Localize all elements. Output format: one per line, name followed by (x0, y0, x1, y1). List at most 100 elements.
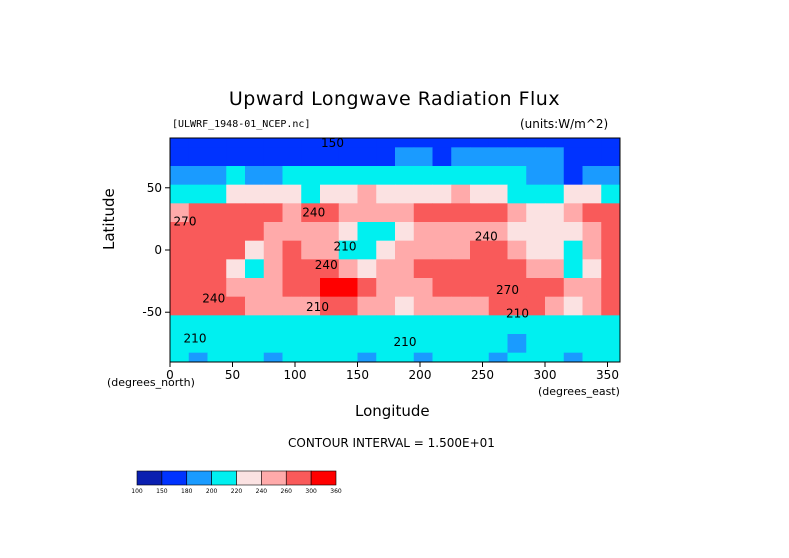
heatmap-cell (582, 184, 602, 204)
x-tick-label: 150 (346, 368, 369, 382)
heatmap-cell (582, 296, 602, 316)
heatmap-cell (226, 184, 246, 204)
heatmap-cell (338, 138, 358, 148)
colorbar-tick-label: 240 (256, 488, 268, 495)
heatmap-cell (188, 296, 208, 316)
heatmap-cell (526, 138, 546, 148)
heatmap-cell (507, 240, 527, 260)
x-tick-label: 250 (471, 368, 494, 382)
x-unit-note: (degrees_east) (538, 385, 620, 398)
heatmap-cell (245, 352, 265, 363)
heatmap-cell (563, 147, 583, 167)
heatmap-cell (357, 203, 377, 223)
heatmap-cell (507, 222, 527, 242)
heatmap-cell (526, 259, 546, 279)
heatmap-cell (395, 138, 415, 148)
heatmap-cell (545, 296, 565, 316)
heatmap-cell (413, 222, 433, 242)
heatmap-cell (263, 334, 283, 354)
heatmap-cell (395, 240, 415, 260)
heatmap-cell (563, 184, 583, 204)
heatmap-cell (338, 240, 358, 260)
heatmap-cell (226, 166, 246, 186)
heatmap-cell (470, 296, 490, 316)
heatmap-cell (245, 184, 265, 204)
heatmap-cell (526, 240, 546, 260)
heatmap-cell (470, 203, 490, 223)
heatmap-cell (301, 147, 321, 167)
heatmap-cell (601, 166, 621, 186)
heatmap-cell (395, 184, 415, 204)
heatmap-cell (320, 334, 340, 354)
heatmap-cell (301, 352, 321, 363)
heatmap-cell (188, 278, 208, 298)
heatmap-cell (188, 259, 208, 279)
heatmap-cell (301, 278, 321, 298)
contour-label: 210 (306, 300, 329, 314)
heatmap-cell (357, 184, 377, 204)
heatmap-cell (563, 278, 583, 298)
heatmap-cell (320, 240, 340, 260)
colorbar-tick-label: 200 (206, 488, 218, 495)
colorbar-tick-label: 300 (305, 488, 317, 495)
heatmap-cell (188, 352, 208, 363)
heatmap-cell (432, 240, 452, 260)
heatmap-cell (507, 278, 527, 298)
heatmap-cell (338, 147, 358, 167)
heatmap-cell (545, 334, 565, 354)
heatmap-cell (282, 296, 302, 316)
heatmap-cell (488, 147, 508, 167)
heatmap-cell (507, 147, 527, 167)
heatmap-cell (432, 278, 452, 298)
heatmap-cell (320, 259, 340, 279)
heatmap-cell (526, 184, 546, 204)
heatmap-cell (582, 240, 602, 260)
heatmap-cell (545, 184, 565, 204)
heatmap-cell (451, 203, 471, 223)
heatmap-cell (376, 166, 396, 186)
heatmap-cell (226, 259, 246, 279)
heatmap-cell (301, 222, 321, 242)
heatmap-cell (226, 334, 246, 354)
heatmap-cell (526, 278, 546, 298)
x-tick-label: 0 (166, 368, 174, 382)
heatmap-cell (470, 240, 490, 260)
heatmap-cell (245, 222, 265, 242)
heatmap-cell (245, 259, 265, 279)
heatmap-cell (301, 166, 321, 186)
heatmap-cell (507, 184, 527, 204)
heatmap-cell (376, 296, 396, 316)
heatmap-cell (470, 259, 490, 279)
colorbar-tick-label: 220 (231, 488, 243, 495)
heatmap-cell (188, 334, 208, 354)
heatmap-cell (357, 147, 377, 167)
heatmap-cell (470, 278, 490, 298)
heatmap-cell (451, 315, 471, 335)
heatmap-cell (282, 222, 302, 242)
heatmap-cell (545, 138, 565, 148)
heatmap-cell (507, 259, 527, 279)
heatmap-cell (563, 166, 583, 186)
heatmap-cell (301, 240, 321, 260)
heatmap-cell (413, 315, 433, 335)
heatmap-cell (563, 203, 583, 223)
heatmap-cell (263, 315, 283, 335)
heatmap-cell (582, 278, 602, 298)
heatmap-cell (488, 278, 508, 298)
heatmap-cell (207, 278, 227, 298)
heatmap-cell (245, 315, 265, 335)
heatmap-cell (413, 259, 433, 279)
heatmap-cell (545, 222, 565, 242)
heatmap-cell (488, 184, 508, 204)
heatmap-cell (545, 352, 565, 363)
heatmap-cell (301, 296, 321, 316)
heatmap-cell (451, 240, 471, 260)
heatmap-cell (526, 222, 546, 242)
heatmap-cell (582, 166, 602, 186)
colorbar-swatch (186, 470, 212, 486)
y-tick-label: -50 (142, 305, 162, 319)
heatmap-cell (357, 278, 377, 298)
heatmap-cell (301, 259, 321, 279)
colorbar-swatch (161, 470, 188, 486)
heatmap-cell (451, 334, 471, 354)
